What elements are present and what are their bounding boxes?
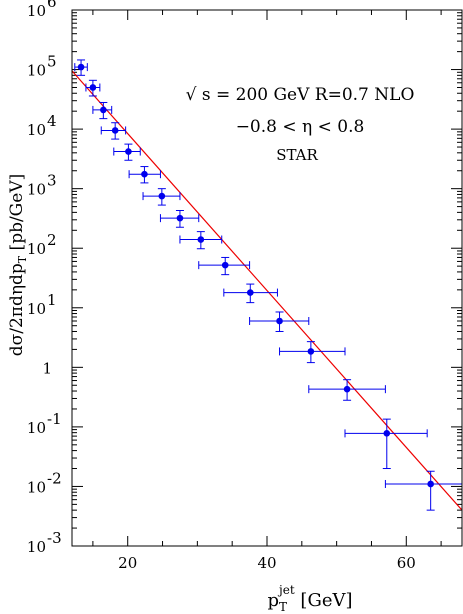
data-point (128, 166, 161, 184)
point-marker (100, 106, 107, 114)
y-tick-exponent: -2 (47, 469, 62, 487)
point-marker (343, 385, 351, 393)
nlo-curve-layer (71, 70, 463, 511)
annotation-experiment: STAR (276, 146, 318, 164)
data-point (92, 101, 113, 120)
point-marker (383, 430, 391, 437)
nlo-curve (71, 70, 463, 511)
data-point (100, 122, 127, 140)
data-point (74, 59, 88, 76)
data-point (85, 79, 101, 97)
y-tick-exponent: 2 (47, 231, 57, 249)
point-marker (307, 348, 315, 355)
data-point (142, 188, 181, 206)
y-tick-exponent: 4 (47, 112, 57, 130)
y-axis-label-unit: [pb/GeV] (7, 174, 27, 256)
x-axis-label: pTjet [GeV] (268, 583, 353, 614)
data-point (113, 143, 141, 161)
y-tick-label: 10 (27, 419, 46, 437)
data-point (198, 256, 251, 276)
data-point (384, 470, 463, 511)
y-tick-label: 10 (27, 62, 46, 80)
data-points-layer (74, 59, 463, 511)
y-tick-label: 1 (42, 359, 52, 377)
annotation-eta-range: −0.8 < η < 0.8 (236, 117, 365, 137)
data-point (223, 283, 278, 304)
x-axis-label-sub: T (279, 600, 287, 614)
point-marker (141, 170, 148, 178)
point-marker (246, 289, 254, 296)
point-marker (276, 317, 283, 325)
data-point (249, 311, 310, 332)
x-axis-label-unit: [GeV] (295, 590, 353, 611)
data-point (179, 231, 223, 250)
x-tick-label: 40 (257, 554, 276, 572)
y-tick-label: 10 (27, 2, 46, 20)
point-marker (221, 261, 229, 269)
x-tick-label: 20 (118, 554, 137, 572)
point-marker (197, 236, 205, 243)
y-tick-exponent: 1 (47, 291, 57, 309)
data-point (308, 379, 386, 401)
data-point (344, 418, 428, 470)
plot-frame (71, 9, 463, 547)
x-axis-label-sup: jet (277, 583, 295, 597)
data-point (279, 341, 346, 364)
point-marker (77, 63, 85, 71)
y-tick-exponent: -3 (47, 529, 62, 547)
annotation-energy: √ s = 200 GeV R=0.7 NLO (186, 85, 415, 105)
y-tick-label: 10 (27, 121, 46, 139)
data-point (159, 209, 200, 228)
y-axis-label: dσ/2πdηdpT [pb/GeV] (7, 174, 29, 356)
point-marker (176, 214, 184, 222)
y-tick-exponent: 3 (47, 172, 57, 190)
y-tick-label: 10 (27, 240, 46, 258)
y-tick-label: 10 (27, 181, 46, 199)
y-tick-exponent: 5 (47, 53, 57, 71)
y-tick-label: 10 (27, 538, 46, 556)
y-tick-exponent: 6 (47, 0, 57, 11)
point-marker (125, 148, 132, 155)
tick-marks (72, 9, 462, 547)
y-axis-label-sub: T (16, 255, 29, 263)
x-axis-label-main: p (268, 590, 280, 611)
y-axis-label-main: dσ/2πdηdp (7, 263, 27, 356)
point-marker (89, 84, 97, 91)
x-tick-label: 60 (397, 554, 416, 572)
point-marker (111, 127, 119, 134)
point-marker (427, 480, 434, 488)
y-tick-label: 10 (27, 300, 46, 318)
point-marker (158, 192, 166, 200)
y-tick-label: 10 (27, 478, 46, 496)
y-tick-exponent: -1 (47, 410, 62, 428)
